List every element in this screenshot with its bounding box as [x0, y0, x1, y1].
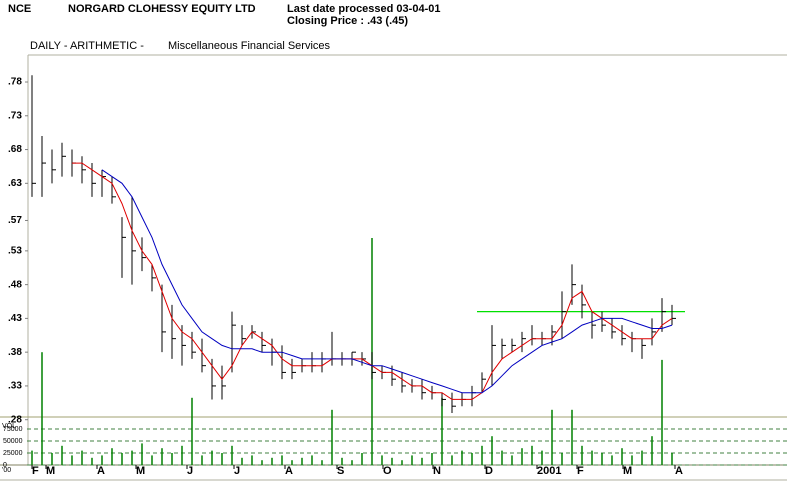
x-tick-label: 2001	[537, 465, 561, 477]
x-tick-label: A	[285, 465, 293, 477]
volume-tick-label: 50000	[3, 438, 23, 445]
y-tick-label: .38	[8, 347, 22, 358]
x-tick-label: A	[675, 465, 683, 477]
x-tick-label: N	[433, 465, 441, 477]
company: NORGARD CLOHESSY EQUITY LTD	[68, 3, 256, 15]
x-tick-label: O	[383, 465, 392, 477]
x-tick-label: D	[485, 465, 493, 477]
x-tick-label: F	[577, 465, 584, 477]
y-tick-label: .78	[8, 77, 22, 88]
y-tick-label: .63	[8, 178, 22, 189]
x-tick-label: F	[32, 465, 39, 477]
y-tick-label: .33	[8, 381, 22, 392]
y-tick-label: .43	[8, 313, 22, 324]
volume-label: VOL	[2, 423, 16, 430]
closing-price: Closing Price : .43 (.45)	[287, 15, 408, 27]
moving-average-line	[101, 169, 673, 394]
volume-tick-label: 25000	[3, 450, 23, 457]
volume-tick-label: 75000	[3, 426, 23, 433]
y-tick-label: .48	[8, 279, 22, 290]
y-tick-label: .68	[8, 144, 22, 155]
volume-unit: '00	[2, 467, 11, 474]
ticker: NCE	[8, 3, 31, 15]
sector: Miscellaneous Financial Services	[168, 40, 331, 52]
chart-mode: DAILY - ARITHMETIC -	[30, 40, 144, 52]
x-tick-label: S	[337, 465, 344, 477]
x-tick-label: M	[136, 465, 145, 477]
last-date: Last date processed 03-04-01	[287, 3, 440, 15]
y-tick-label: .28	[8, 414, 22, 425]
x-tick-label: M	[623, 465, 632, 477]
x-tick-label: J	[234, 465, 240, 477]
x-tick-label: J	[187, 465, 193, 477]
x-tick-label: A	[97, 465, 105, 477]
y-tick-label: .53	[8, 245, 22, 256]
x-tick-label: M	[46, 465, 55, 477]
volume-tick-label: 0	[3, 462, 7, 469]
y-tick-label: .57	[8, 215, 22, 226]
y-tick-label: .73	[8, 110, 22, 121]
